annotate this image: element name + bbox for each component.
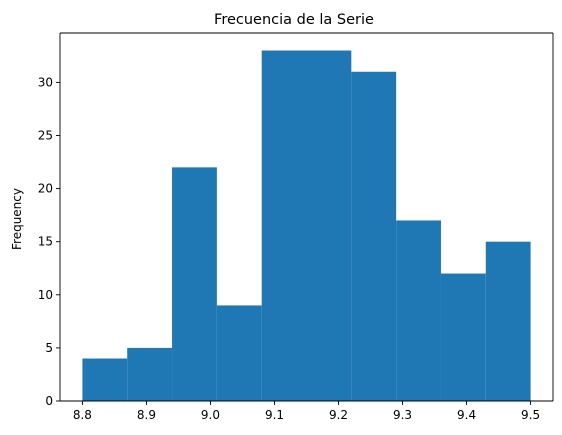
y-tick-label: 30 [38,75,53,89]
axes-frame [59,32,554,402]
x-tick-label: 8.8 [73,408,92,422]
y-tick-label: 15 [38,235,53,249]
histogram-bar-5 [306,50,352,402]
x-axis: 8.8 8.9 9.0 9.1 9.2 9.3 9.4 9.5 [73,401,540,422]
y-tick-label: 5 [45,341,53,355]
x-tick-label: 8.9 [137,408,156,422]
histogram-bar-8 [440,273,486,401]
histogram-bar-9 [485,241,531,401]
y-tick-label: 20 [38,182,53,196]
y-axis: 0 5 10 15 20 25 30 [38,75,60,408]
y-tick-label: 10 [38,288,53,302]
y-tick-label: 0 [45,394,53,408]
x-tick-label: 9.3 [393,408,412,422]
x-tick-label: 9.2 [329,408,348,422]
y-axis-title: Frequency [10,188,24,250]
histogram-bar-4 [261,50,307,402]
x-tick-label: 9.5 [521,408,540,422]
histogram-bars [82,50,531,402]
histogram-bar-7 [396,220,441,401]
histogram-bar-6 [351,71,397,401]
histogram-bar-0 [82,358,128,401]
y-tick-label: 25 [38,128,53,142]
histogram-bar-1 [127,347,173,401]
x-tick-label: 9.0 [201,408,220,422]
histogram-bar-3 [216,305,262,401]
x-tick-label: 9.1 [265,408,284,422]
histogram-bar-2 [172,167,217,401]
x-tick-label: 9.4 [457,408,476,422]
chart-title: Frecuencia de la Serie [214,12,374,28]
